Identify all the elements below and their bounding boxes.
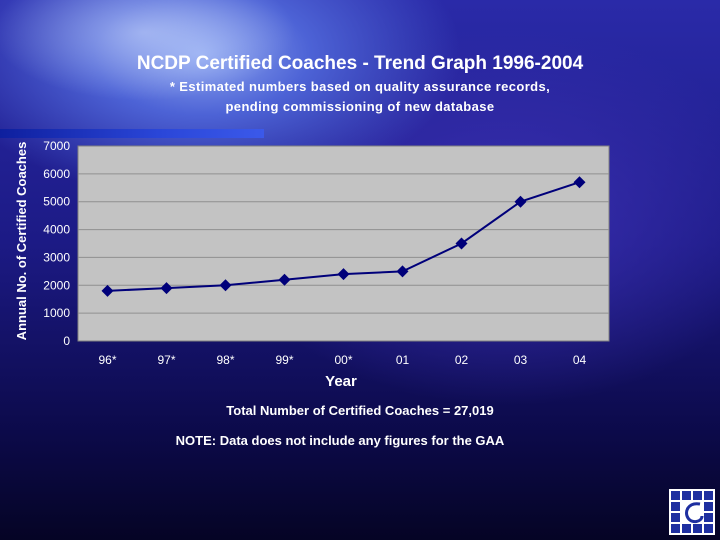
y-tick-label: 0 bbox=[63, 334, 70, 348]
x-tick-label: 01 bbox=[396, 353, 410, 367]
y-tick-label: 3000 bbox=[43, 250, 70, 264]
y-tick-label: 1000 bbox=[43, 306, 70, 320]
plot-area bbox=[77, 145, 610, 342]
decorative-bar bbox=[0, 129, 264, 138]
data-point bbox=[160, 282, 173, 295]
x-tick-label: 02 bbox=[455, 353, 469, 367]
x-tick-labels: 96* 97* 98* 99* 00* 01 02 03 04 bbox=[98, 353, 586, 367]
data-point bbox=[219, 279, 232, 292]
y-tick-label: 6000 bbox=[43, 167, 70, 181]
chart-subtitle: * Estimated numbers based on quality ass… bbox=[169, 79, 551, 114]
data-point bbox=[101, 284, 114, 297]
x-tick-label: 99* bbox=[275, 353, 293, 367]
data-point bbox=[396, 265, 409, 278]
x-tick-label: 03 bbox=[514, 353, 528, 367]
x-tick-label: 98* bbox=[216, 353, 234, 367]
y-tick-label: 7000 bbox=[43, 139, 70, 153]
x-tick-label: 04 bbox=[573, 353, 587, 367]
y-tick-label: 2000 bbox=[43, 278, 70, 292]
x-tick-label: 97* bbox=[157, 353, 175, 367]
data-point bbox=[455, 237, 468, 250]
total-coaches-note: Total Number of Certified Coaches = 27,0… bbox=[226, 403, 494, 418]
grid-logo-icon bbox=[669, 489, 715, 535]
data-point bbox=[514, 195, 527, 208]
x-axis-label: Year bbox=[325, 373, 357, 390]
data-points bbox=[101, 176, 586, 297]
data-point bbox=[573, 176, 586, 189]
y-tick-label: 4000 bbox=[43, 223, 70, 237]
data-point bbox=[337, 268, 350, 281]
x-tick-label: 00* bbox=[334, 353, 352, 367]
x-tick-label: 96* bbox=[98, 353, 116, 367]
y-axis-label: Annual No. of Certified Coaches bbox=[14, 142, 29, 341]
chart-title: NCDP Certified Coaches - Trend Graph 199… bbox=[136, 53, 584, 74]
gaa-note: NOTE: Data does not include any figures … bbox=[175, 433, 505, 448]
y-tick-labels: 0 1000 2000 3000 4000 5000 6000 7000 bbox=[43, 139, 70, 348]
data-point bbox=[278, 273, 291, 286]
y-tick-label: 5000 bbox=[43, 195, 70, 209]
